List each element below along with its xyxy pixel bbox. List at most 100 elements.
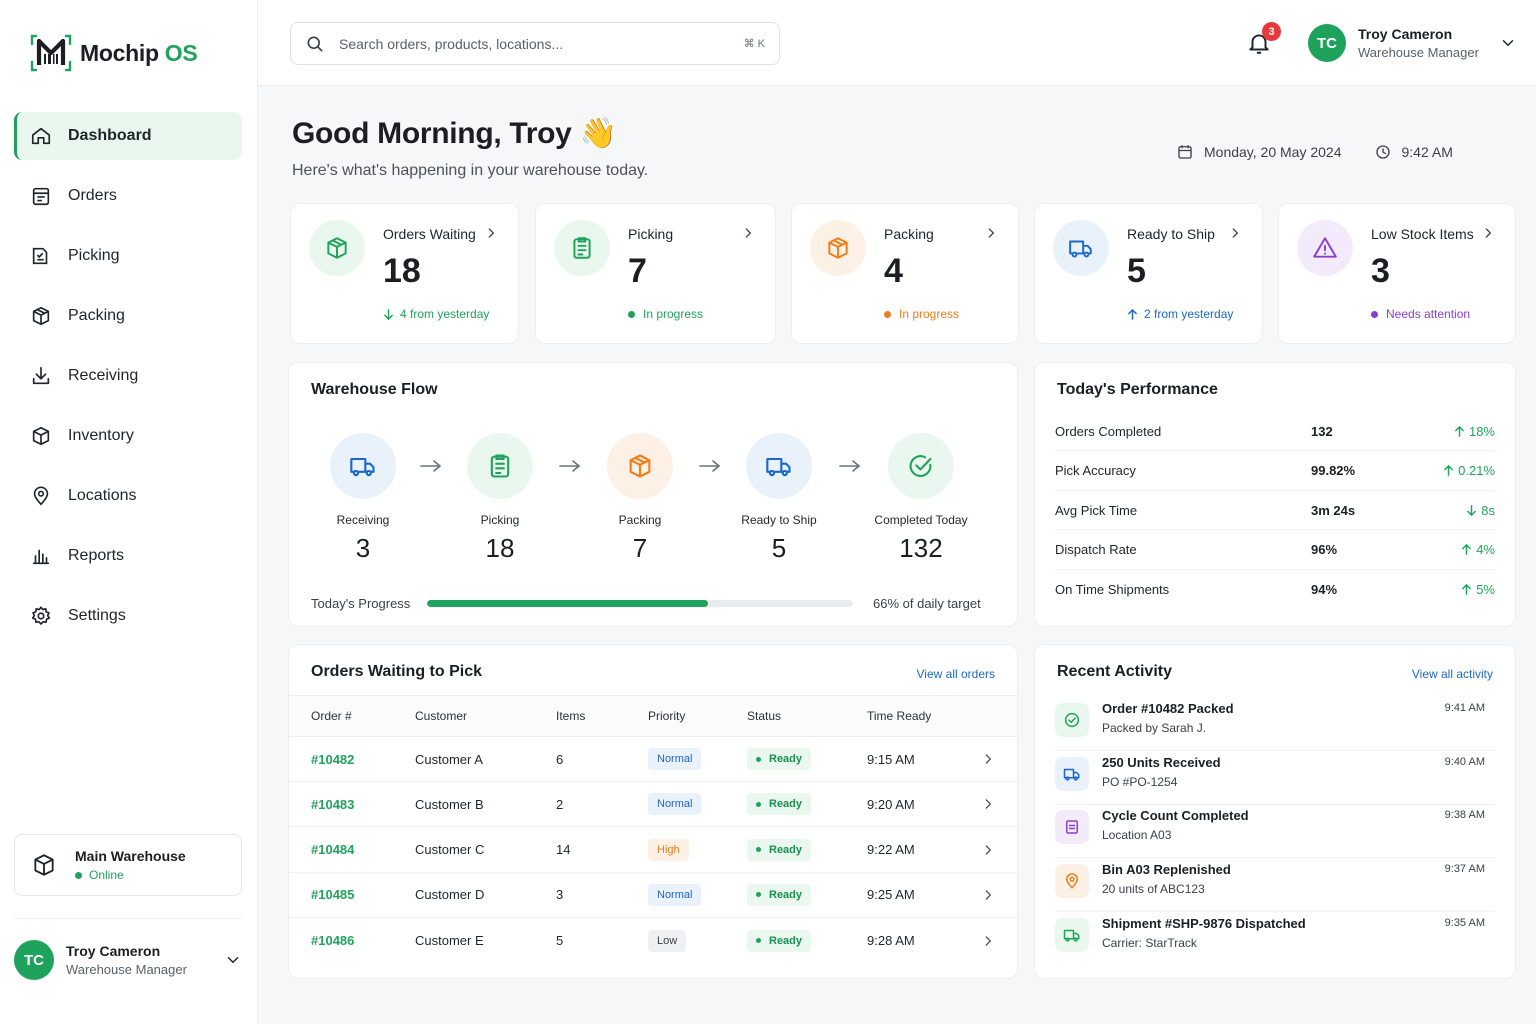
sidebar-item-label: Packing <box>68 307 125 324</box>
flow-step-ready-to-ship[interactable]: Ready to Ship 5 <box>719 433 839 564</box>
column-header[interactable]: Time Ready <box>867 709 932 723</box>
flow-step-receiving[interactable]: Receiving 3 <box>303 433 423 564</box>
warning-icon <box>1313 237 1337 258</box>
flow-step-picking[interactable]: Picking 18 <box>440 433 560 564</box>
chevron-right-icon[interactable] <box>981 888 995 902</box>
chevron-right-icon[interactable] <box>981 934 995 948</box>
table-row[interactable]: #10484 Customer C 14 High Ready 9:22 AM <box>289 828 1017 873</box>
stat-status: Needs attention <box>1371 307 1470 321</box>
warehouse-box-icon <box>34 854 54 876</box>
column-header[interactable]: Order # <box>311 709 352 723</box>
map-pin-icon <box>1065 873 1079 889</box>
performance-card: Today's Performance Orders Completed 132 1… <box>1034 362 1516 627</box>
chevron-right-icon[interactable] <box>981 752 995 766</box>
flow-icon-wrap <box>607 433 673 499</box>
sidebar-item-receiving[interactable]: Receiving <box>14 352 242 400</box>
arrow-right-icon <box>420 460 442 472</box>
table-row[interactable]: #10486 Customer E 5 Low Ready 9:28 AM <box>289 918 1017 963</box>
status-dot <box>756 847 761 853</box>
avatar: TC <box>1308 24 1346 62</box>
customer-name: Customer D <box>415 887 485 903</box>
performance-row: On Time Shipments 94% 5% <box>1055 570 1495 609</box>
item-count: 5 <box>556 933 564 949</box>
sidebar-item-reports[interactable]: Reports <box>14 532 242 580</box>
flow-value: 3 <box>355 533 371 563</box>
sidebar-item-dashboard[interactable]: Dashboard <box>14 112 242 160</box>
truck-icon <box>1069 240 1092 258</box>
order-number-link[interactable]: #10483 <box>311 796 355 812</box>
table-row[interactable]: #10485 Customer D 3 Normal Ready 9:25 AM <box>289 873 1017 918</box>
column-header[interactable]: Items <box>556 709 586 723</box>
flow-value: 132 <box>899 533 943 563</box>
item-count: 2 <box>556 796 564 812</box>
activity-icon-wrap <box>1055 756 1089 791</box>
status-dot <box>1371 310 1378 318</box>
activity-icon-wrap <box>1055 917 1089 952</box>
notifications-button[interactable] <box>1246 30 1272 56</box>
user-menu[interactable]: TC Troy Cameron Warehouse Manager <box>1308 24 1517 62</box>
box-icon <box>327 237 347 259</box>
performance-row: Orders Completed 132 18% <box>1055 412 1495 451</box>
metric-name: On Time Shipments <box>1055 582 1170 597</box>
order-number-link[interactable]: #10482 <box>311 751 355 767</box>
time-ready: 9:15 AM <box>867 751 915 767</box>
item-count: 14 <box>556 842 571 858</box>
search-bar[interactable]: ⌘ K <box>290 22 780 65</box>
order-number-link[interactable]: #10486 <box>311 933 355 949</box>
activity-item[interactable]: 250 Units Received PO #PO-1254 9:40 AM <box>1055 751 1495 805</box>
app-logo[interactable]: Mochip OS <box>30 32 198 74</box>
status-dot <box>756 801 761 807</box>
column-header[interactable]: Status <box>747 709 782 723</box>
status-badge: Ready <box>747 929 812 952</box>
chevron-right-icon[interactable] <box>981 843 995 857</box>
sidebar-item-inventory[interactable]: Inventory <box>14 412 242 460</box>
activity-icon-wrap <box>1055 864 1089 899</box>
chevron-down-icon[interactable] <box>1499 34 1517 52</box>
clipboard-icon <box>573 237 591 259</box>
chevron-right-icon[interactable] <box>981 797 995 811</box>
sidebar-user-menu[interactable]: TC Troy Cameron Warehouse Manager <box>14 940 242 980</box>
stat-card-packing[interactable]: Packing 4 In progress <box>791 203 1019 344</box>
progress-text: 66% of daily target <box>873 596 981 611</box>
flow-value: 5 <box>771 533 787 563</box>
column-header[interactable]: Customer <box>415 709 468 723</box>
sidebar-item-label: Reports <box>68 547 125 564</box>
activity-item[interactable]: Order #10482 Packed Packed by Sarah J. 9:4… <box>1055 697 1495 751</box>
column-header[interactable]: Priority <box>648 709 686 723</box>
stat-card-low-stock[interactable]: Low Stock Items 3 Needs attention <box>1278 203 1516 344</box>
status-badge: Ready <box>747 838 812 861</box>
stat-trend: 2 from yesterday <box>1127 307 1233 321</box>
stat-icon-wrap <box>1053 220 1109 276</box>
chevron-right-icon <box>488 228 495 238</box>
stat-card-picking[interactable]: Picking 7 In progress <box>535 203 776 344</box>
stat-card-orders-waiting[interactable]: Orders Waiting 18 4 from yesterday <box>290 203 519 344</box>
sidebar-item-orders[interactable]: Orders <box>14 172 242 220</box>
priority-badge: Low <box>648 929 687 952</box>
view-all-activity-link[interactable]: View all activity <box>1411 667 1493 681</box>
priority-badge: Normal <box>648 883 702 906</box>
flow-step-completed-today[interactable]: Completed Today 132 <box>861 433 981 564</box>
stat-card-ready-to-ship[interactable]: Ready to Ship 5 2 from yesterday <box>1034 203 1263 344</box>
order-number-link[interactable]: #10484 <box>311 842 355 858</box>
flow-value: 7 <box>632 533 648 563</box>
metric-value: 99.82% <box>1311 463 1356 478</box>
sidebar-item-picking[interactable]: Picking <box>14 232 242 280</box>
sidebar-item-settings[interactable]: Settings <box>14 592 242 640</box>
table-row[interactable]: #10482 Customer A 6 Normal Ready 9:15 AM <box>289 737 1017 782</box>
table-row[interactable]: #10483 Customer B 2 Normal Ready 9:20 AM <box>289 782 1017 828</box>
download-icon <box>32 366 50 385</box>
search-input[interactable] <box>339 35 744 52</box>
sidebar-item-locations[interactable]: Locations <box>14 472 242 520</box>
progress-label: Today's Progress <box>311 596 411 611</box>
chevron-down-icon[interactable] <box>224 951 242 969</box>
sidebar-item-packing[interactable]: Packing <box>14 292 242 340</box>
activity-item[interactable]: Cycle Count Completed Location A03 9:38 AM <box>1055 804 1495 859</box>
activity-item[interactable]: Bin A03 Replenished 20 units of ABC123 9:3… <box>1055 858 1495 913</box>
warehouse-selector[interactable]: Main Warehouse Online <box>14 834 242 896</box>
view-all-orders-link[interactable]: View all orders <box>916 667 995 681</box>
activity-item[interactable]: Shipment #SHP-9876 Dispatched Carrier: St… <box>1055 912 1495 966</box>
activity-time: 9:38 AM <box>1444 809 1485 822</box>
flow-step-packing[interactable]: Packing 7 <box>580 433 700 564</box>
activity-time: 9:37 AM <box>1444 863 1485 876</box>
order-number-link[interactable]: #10485 <box>311 887 355 903</box>
